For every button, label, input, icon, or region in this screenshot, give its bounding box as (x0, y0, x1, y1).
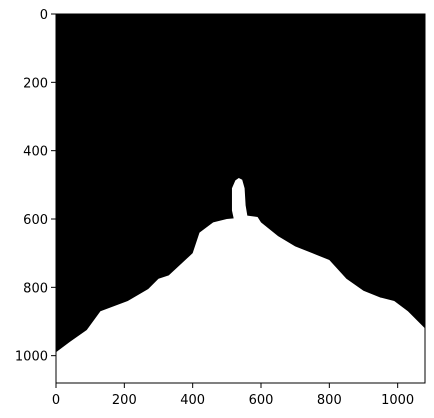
x-tick-label: 1000 (381, 393, 414, 408)
plot-area (55, 13, 426, 384)
y-tick-label: 0 (40, 8, 48, 23)
y-tick-label: 400 (23, 145, 48, 160)
mask-shape (56, 178, 425, 383)
y-axis: 0 200 400 600 800 1000 (15, 8, 56, 365)
y-tick-label: 200 (23, 76, 48, 91)
x-tick-label: 200 (112, 393, 137, 408)
x-tick-label: 0 (52, 393, 60, 408)
y-tick-label: 600 (23, 213, 48, 228)
axes-frame (55, 13, 426, 384)
x-axis: 0 200 400 600 800 1000 (52, 383, 414, 408)
x-tick-label: 600 (249, 393, 274, 408)
y-tick-label: 1000 (15, 350, 48, 365)
x-tick-label: 800 (317, 393, 342, 408)
y-tick-label: 800 (23, 281, 48, 296)
x-tick-label: 400 (180, 393, 205, 408)
